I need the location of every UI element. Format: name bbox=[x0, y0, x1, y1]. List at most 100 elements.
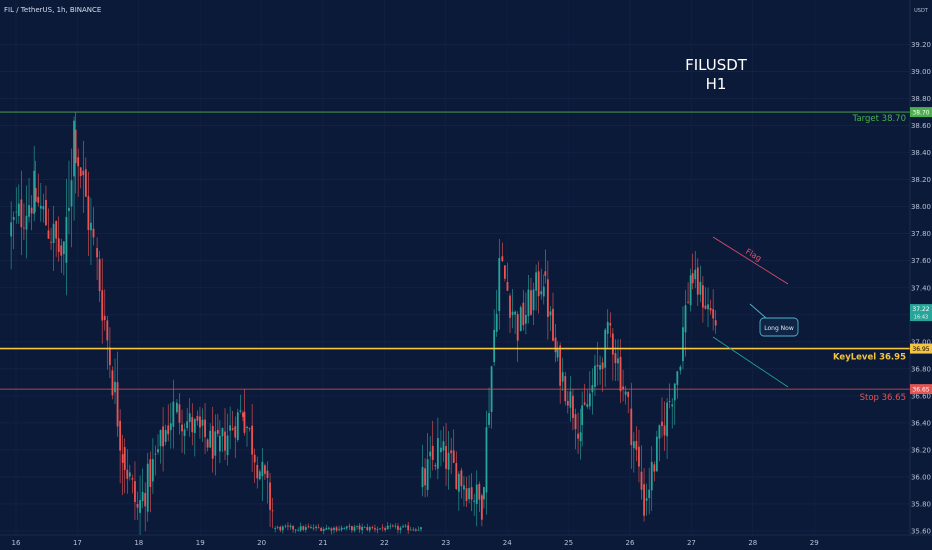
candle-body[interactable] bbox=[196, 416, 199, 421]
candle-body[interactable] bbox=[537, 271, 540, 297]
candle-body[interactable] bbox=[279, 526, 282, 531]
candle-body[interactable] bbox=[338, 529, 341, 531]
candle-body[interactable] bbox=[73, 120, 75, 177]
candle-body[interactable] bbox=[136, 503, 139, 508]
candle-body[interactable] bbox=[527, 289, 530, 317]
candle-body[interactable] bbox=[386, 525, 389, 530]
candle-body[interactable] bbox=[199, 416, 201, 428]
candle-body[interactable] bbox=[638, 446, 640, 467]
candle-body[interactable] bbox=[452, 450, 455, 463]
candle-body[interactable] bbox=[65, 216, 68, 263]
candle-body[interactable] bbox=[358, 525, 361, 530]
candles-layer[interactable] bbox=[10, 112, 717, 538]
candle-body[interactable] bbox=[246, 426, 248, 429]
candle-body[interactable] bbox=[566, 400, 569, 406]
candle-body[interactable] bbox=[407, 525, 410, 531]
candle-body[interactable] bbox=[671, 404, 674, 407]
candle-body[interactable] bbox=[549, 311, 552, 316]
candle-body[interactable] bbox=[17, 203, 20, 217]
candle-body[interactable] bbox=[530, 290, 532, 315]
candle-body[interactable] bbox=[687, 301, 689, 303]
candle-body[interactable] bbox=[206, 439, 209, 448]
candle-body[interactable] bbox=[414, 529, 417, 531]
candle-body[interactable] bbox=[544, 271, 547, 276]
candle-body[interactable] bbox=[583, 402, 586, 405]
candle-body[interactable] bbox=[478, 483, 481, 500]
candle-body[interactable] bbox=[333, 527, 335, 530]
candle-body[interactable] bbox=[673, 383, 676, 401]
candle-body[interactable] bbox=[287, 525, 289, 527]
candle-body[interactable] bbox=[157, 449, 159, 453]
candle-body[interactable] bbox=[12, 217, 15, 220]
candle-body[interactable] bbox=[119, 420, 122, 451]
candle-body[interactable] bbox=[178, 404, 181, 423]
candle-body[interactable] bbox=[167, 425, 170, 435]
candle-body[interactable] bbox=[712, 309, 715, 319]
candle-body[interactable] bbox=[689, 275, 692, 306]
candle-body[interactable] bbox=[694, 269, 697, 280]
candle-body[interactable] bbox=[440, 447, 442, 453]
candle-body[interactable] bbox=[231, 428, 234, 430]
candle-body[interactable] bbox=[47, 230, 50, 239]
candle-body[interactable] bbox=[594, 365, 596, 387]
long-callout[interactable]: Long Now bbox=[749, 303, 799, 337]
candle-body[interactable] bbox=[101, 290, 104, 321]
candle-body[interactable] bbox=[643, 484, 645, 516]
candle-body[interactable] bbox=[588, 393, 591, 407]
candle-body[interactable] bbox=[591, 385, 594, 393]
candle-body[interactable] bbox=[480, 495, 483, 520]
candle-body[interactable] bbox=[68, 207, 70, 211]
candle-body[interactable] bbox=[709, 308, 712, 311]
candle-body[interactable] bbox=[169, 423, 172, 431]
candle-body[interactable] bbox=[485, 427, 488, 493]
candle-body[interactable] bbox=[663, 425, 666, 436]
candle-body[interactable] bbox=[447, 452, 450, 470]
candle-body[interactable] bbox=[374, 528, 376, 530]
candle-body[interactable] bbox=[281, 526, 284, 531]
candle-body[interactable] bbox=[141, 491, 144, 502]
candle-body[interactable] bbox=[579, 432, 582, 442]
candle-body[interactable] bbox=[57, 238, 60, 252]
candle-body[interactable] bbox=[535, 272, 538, 291]
candle-body[interactable] bbox=[696, 267, 699, 295]
candle-body[interactable] bbox=[294, 529, 297, 531]
candle-body[interactable] bbox=[74, 129, 77, 164]
candle-body[interactable] bbox=[134, 481, 136, 503]
candle-body[interactable] bbox=[635, 440, 638, 450]
candle-body[interactable] bbox=[379, 528, 381, 530]
candle-body[interactable] bbox=[470, 487, 473, 500]
candle-body[interactable] bbox=[42, 206, 45, 210]
candle-body[interactable] bbox=[92, 228, 95, 238]
candle-body[interactable] bbox=[619, 356, 622, 392]
candle-body[interactable] bbox=[128, 472, 131, 477]
candle-body[interactable] bbox=[498, 258, 501, 312]
candle-body[interactable] bbox=[96, 248, 98, 258]
candle-body[interactable] bbox=[554, 337, 557, 353]
candle-body[interactable] bbox=[653, 464, 656, 472]
candle-body[interactable] bbox=[624, 391, 627, 395]
candle-body[interactable] bbox=[577, 433, 579, 439]
candle-body[interactable] bbox=[516, 314, 519, 341]
candle-body[interactable] bbox=[52, 223, 55, 243]
candle-body[interactable] bbox=[668, 401, 671, 402]
candle-body[interactable] bbox=[699, 281, 702, 295]
candle-body[interactable] bbox=[181, 424, 183, 432]
candle-body[interactable] bbox=[596, 364, 599, 367]
price-axis[interactable]: USDT 39.20 39.00 38.80 38.60 38.40 38.20 38.00… bbox=[909, 0, 932, 550]
candle-body[interactable] bbox=[151, 459, 154, 482]
candle-body[interactable] bbox=[640, 471, 643, 490]
candle-body[interactable] bbox=[322, 528, 325, 532]
candle-body[interactable] bbox=[304, 527, 307, 530]
candle-body[interactable] bbox=[661, 421, 663, 426]
candle-body[interactable] bbox=[10, 222, 13, 237]
candle-body[interactable] bbox=[581, 405, 584, 425]
candle-body[interactable] bbox=[457, 473, 460, 492]
candle-body[interactable] bbox=[424, 468, 426, 486]
candle-body[interactable] bbox=[320, 528, 323, 531]
candle-body[interactable] bbox=[317, 527, 320, 529]
candle-body[interactable] bbox=[389, 525, 392, 527]
candle-body[interactable] bbox=[28, 205, 30, 217]
candle-body[interactable] bbox=[146, 463, 149, 512]
candle-body[interactable] bbox=[676, 371, 679, 385]
candle-body[interactable] bbox=[111, 370, 114, 396]
